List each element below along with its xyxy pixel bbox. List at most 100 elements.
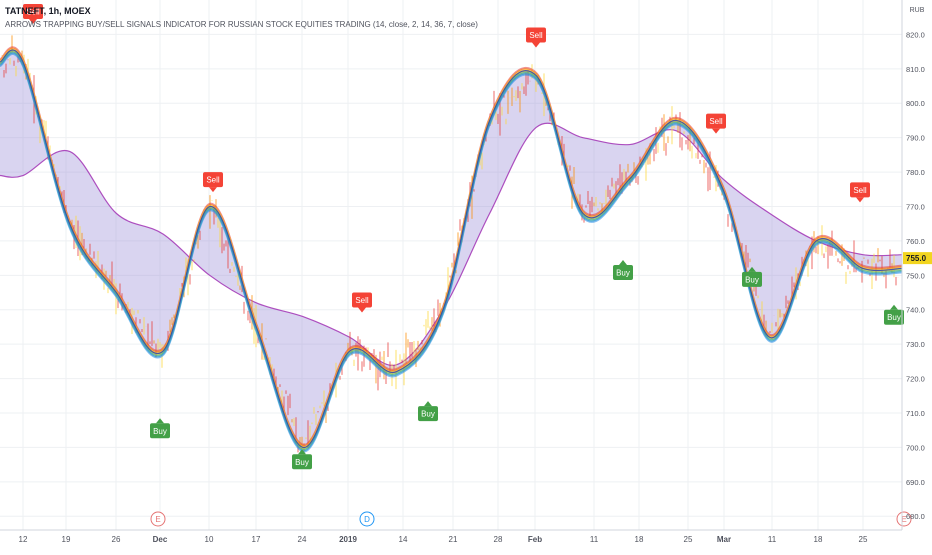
x-tick-label: 11 — [768, 535, 777, 544]
x-tick-label: 14 — [399, 535, 408, 544]
event-marker — [896, 511, 912, 527]
signal-badge — [203, 172, 223, 188]
event-label: D — [364, 515, 370, 524]
signal-label: Buy — [887, 313, 901, 322]
y-tick-label: 810.0 — [906, 65, 925, 74]
buy-signal[interactable]: Buy — [292, 449, 312, 470]
x-tick-label: 28 — [494, 535, 503, 544]
signal-badge — [526, 27, 546, 43]
signal-arrow — [29, 19, 37, 24]
sell-signal[interactable]: Sell — [23, 4, 43, 24]
y-tick-label: 750.0 — [906, 271, 925, 280]
signal-label: Buy — [153, 427, 167, 436]
signals[interactable]: Sell Buy Sell Buy Sell Buy Sell Buy Sell Buy Sell B… — [23, 4, 904, 470]
ribbon-line — [0, 52, 903, 453]
signal-label: Sell — [529, 31, 543, 40]
signal-label: Buy — [616, 269, 630, 278]
event-label: E — [901, 515, 906, 524]
earnings-event[interactable]: E — [150, 511, 166, 527]
signal-label: Buy — [295, 458, 309, 467]
x-tick-label: 21 — [449, 535, 458, 544]
last-price-marker[interactable]: 755.0 — [903, 252, 932, 265]
buy-signal[interactable]: Buy — [613, 260, 633, 280]
x-tick-label: Feb — [528, 535, 542, 544]
signal-arrow — [619, 260, 627, 265]
signal-arrow — [209, 187, 217, 193]
sell-signal[interactable]: Sell — [203, 172, 223, 193]
signal-label: Buy — [421, 410, 435, 419]
x-tick-label: Dec — [153, 535, 168, 544]
header: TATNEFT, 1h, MOEX ARROWS TRAPPING BUY/SE… — [5, 6, 478, 29]
buy-signal[interactable]: Buy — [150, 418, 170, 439]
x-tick-label: Mar — [717, 535, 731, 544]
last-price-badge — [903, 252, 932, 265]
x-tick-label: 25 — [859, 535, 868, 544]
x-tick-label: 2019 — [339, 535, 357, 544]
signal-arrow — [712, 128, 720, 134]
buy-signal[interactable]: Buy — [418, 401, 438, 422]
y-tick-label: 680.0 — [906, 512, 925, 521]
signal-badge — [742, 271, 762, 287]
signal-label: Sell — [709, 117, 723, 126]
buy-signal[interactable]: Buy — [742, 266, 762, 287]
sell-signal[interactable]: Sell — [850, 182, 870, 203]
signal-badge — [418, 406, 438, 422]
x-tick-label: 10 — [205, 535, 214, 544]
y-tick-label: 690.0 — [906, 478, 925, 487]
sell-signal[interactable]: Sell — [526, 27, 546, 48]
chart-symbol[interactable]: TATNEFT, 1h, MOEX — [5, 6, 91, 16]
signal-arrow — [156, 418, 164, 424]
y-tick-label: 770.0 — [906, 202, 925, 211]
y-tick-label: 800.0 — [906, 99, 925, 108]
fast-ma-line — [0, 49, 903, 449]
signal-arrow — [358, 307, 366, 313]
signal-badge — [150, 423, 170, 439]
y-tick-label: 740.0 — [906, 306, 925, 315]
x-tick-label: 24 — [298, 535, 307, 544]
y-tick-label: 710.0 — [906, 409, 925, 418]
signal-arrow — [532, 42, 540, 48]
signal-arrow — [298, 449, 306, 455]
buy-signal[interactable]: Buy — [884, 304, 904, 325]
earnings-event[interactable]: E — [896, 511, 912, 527]
y-tick-label: 780.0 — [906, 168, 925, 177]
signal-arrow — [856, 197, 864, 203]
event-label: E — [155, 515, 160, 524]
x-tick-label: 19 — [62, 535, 71, 544]
x-tick-label: 26 — [112, 535, 121, 544]
y-tick-label: 790.0 — [906, 134, 925, 143]
event-marker — [359, 511, 375, 527]
indicator-legend[interactable]: ARROWS TRAPPING BUY/SELL SIGNALS INDICAT… — [5, 20, 478, 29]
currency-label: RUB — [910, 7, 925, 14]
signal-label: Sell — [26, 8, 40, 17]
signal-badge — [613, 265, 633, 280]
x-tick-label: 11 — [590, 535, 599, 544]
signal-badge — [23, 4, 43, 19]
sell-signal[interactable]: Sell — [706, 113, 726, 134]
y-tick-label: 760.0 — [906, 237, 925, 246]
x-tick-label: 18 — [635, 535, 644, 544]
signal-badge — [850, 182, 870, 198]
x-tick-label: 12 — [19, 535, 28, 544]
x-tick-label: 17 — [252, 535, 261, 544]
dividend-event[interactable]: D — [359, 511, 375, 527]
signal-arrow — [748, 266, 756, 272]
event-marker — [150, 511, 166, 527]
y-tick-label: 720.0 — [906, 375, 925, 384]
ma-ribbon — [0, 46, 903, 453]
x-tick-label: 18 — [814, 535, 823, 544]
last-price-label: 755.0 — [906, 254, 927, 263]
signal-badge — [292, 454, 312, 470]
signal-badge — [706, 113, 726, 129]
y-tick-label: 730.0 — [906, 340, 925, 349]
y-tick-label: 700.0 — [906, 443, 925, 452]
signal-arrow — [424, 401, 432, 407]
signal-label: Sell — [853, 186, 867, 195]
sell-signal[interactable]: Sell — [352, 292, 372, 313]
x-tick-label: 25 — [684, 535, 693, 544]
signal-label: Sell — [206, 176, 220, 185]
